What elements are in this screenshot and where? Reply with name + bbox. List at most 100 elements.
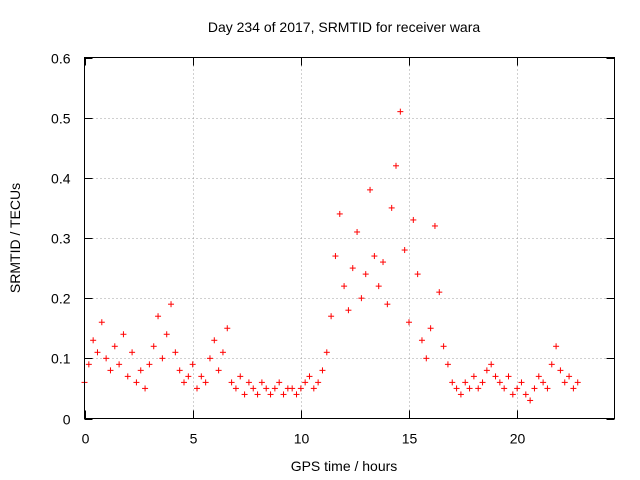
data-point — [358, 295, 365, 302]
data-point — [258, 379, 265, 386]
data-point — [142, 385, 149, 392]
data-point — [133, 379, 140, 386]
data-point — [535, 373, 542, 380]
data-point — [120, 331, 127, 338]
data-point — [375, 283, 382, 290]
data-point — [345, 307, 352, 314]
data-point — [466, 385, 473, 392]
data-point — [85, 361, 92, 368]
data-point — [514, 385, 521, 392]
data-point — [388, 204, 395, 211]
data-point — [124, 373, 131, 380]
data-point — [449, 379, 456, 386]
data-point — [150, 343, 157, 350]
x-axis-label: GPS time / hours — [291, 458, 398, 474]
data-point — [241, 391, 248, 398]
x-tick-label: 20 — [510, 431, 526, 447]
data-point — [492, 373, 499, 380]
data-point — [470, 373, 477, 380]
data-point — [315, 379, 322, 386]
data-point — [349, 265, 356, 272]
data-point — [518, 379, 525, 386]
data-point — [129, 349, 136, 356]
axis-ticks — [84, 57, 615, 420]
data-point — [553, 343, 560, 350]
data-point — [250, 385, 257, 392]
data-point — [289, 385, 296, 392]
data-point — [453, 385, 460, 392]
data-point — [401, 247, 408, 254]
data-point — [168, 301, 175, 308]
y-tick-label: 0 — [63, 412, 71, 428]
data-point — [457, 391, 464, 398]
data-point — [332, 253, 339, 260]
data-point — [155, 313, 162, 320]
data-point — [271, 385, 278, 392]
data-point — [297, 385, 304, 392]
data-point — [384, 301, 391, 308]
data-point — [98, 319, 105, 326]
data-point — [440, 343, 447, 350]
y-tick-label: 0.6 — [51, 51, 71, 67]
data-point — [548, 361, 555, 368]
data-point — [254, 391, 261, 398]
data-point — [302, 379, 309, 386]
data-point — [367, 186, 374, 193]
x-tick-label: 10 — [294, 431, 310, 447]
data-point — [371, 253, 378, 260]
data-point — [159, 355, 166, 362]
data-point — [444, 361, 451, 368]
data-point — [232, 385, 239, 392]
data-point — [267, 391, 274, 398]
data-point — [185, 373, 192, 380]
data-point — [423, 355, 430, 362]
data-point — [94, 349, 101, 356]
x-tick-label: 15 — [402, 431, 418, 447]
data-point — [202, 379, 209, 386]
data-point — [436, 289, 443, 296]
data-point — [146, 361, 153, 368]
data-point — [172, 349, 179, 356]
data-point — [479, 379, 486, 386]
data-point — [228, 379, 235, 386]
data-point — [336, 210, 343, 217]
data-point — [566, 373, 573, 380]
data-point — [280, 391, 287, 398]
data-point — [103, 355, 110, 362]
data-point — [237, 373, 244, 380]
data-point — [354, 228, 361, 235]
data-point — [341, 283, 348, 290]
y-tick-label: 0.2 — [51, 291, 71, 307]
data-point — [397, 108, 404, 115]
y-tick-label: 0.5 — [51, 111, 71, 127]
data-point — [137, 367, 144, 374]
data-point — [501, 385, 508, 392]
data-point — [198, 373, 205, 380]
data-point — [111, 343, 118, 350]
chart-title: Day 234 of 2017, SRMTID for receiver war… — [208, 19, 481, 35]
data-point — [176, 367, 183, 374]
data-point — [414, 271, 421, 278]
y-tick-label: 0.1 — [51, 351, 71, 367]
data-point — [107, 367, 114, 374]
data-point — [245, 379, 252, 386]
data-point — [462, 379, 469, 386]
data-point — [405, 319, 412, 326]
data-series — [81, 108, 581, 404]
data-point — [211, 337, 218, 344]
data-point — [380, 259, 387, 266]
data-point — [215, 367, 222, 374]
data-point — [488, 361, 495, 368]
x-tick-label: 5 — [190, 431, 198, 447]
data-point — [570, 385, 577, 392]
x-tick-label: 0 — [82, 431, 90, 447]
data-point — [219, 349, 226, 356]
data-point — [574, 379, 581, 386]
data-point — [181, 379, 188, 386]
data-point — [561, 379, 568, 386]
data-point — [323, 349, 330, 356]
data-point — [193, 385, 200, 392]
plot-frame — [84, 57, 615, 419]
data-point — [206, 355, 213, 362]
